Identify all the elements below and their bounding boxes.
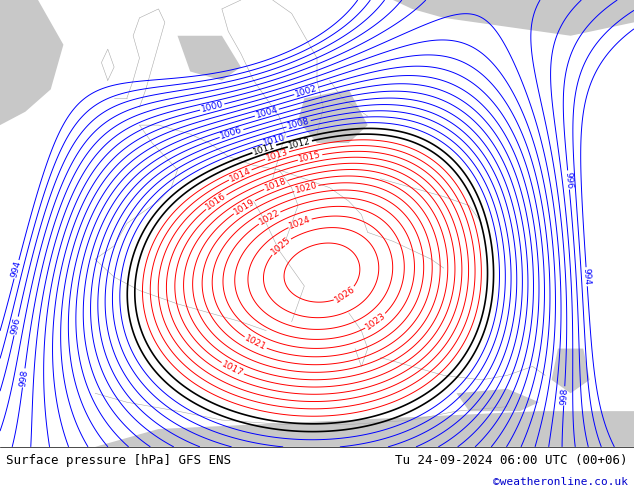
- Polygon shape: [393, 0, 634, 36]
- Text: 1019: 1019: [232, 197, 256, 217]
- Text: 996: 996: [563, 171, 574, 189]
- Text: 1004: 1004: [255, 105, 279, 120]
- Text: Surface pressure [hPa] GFS ENS: Surface pressure [hPa] GFS ENS: [6, 454, 231, 467]
- Text: 998: 998: [559, 387, 569, 405]
- Text: 994: 994: [10, 260, 23, 279]
- Polygon shape: [456, 389, 539, 411]
- Text: 1013: 1013: [264, 147, 289, 163]
- Text: 1008: 1008: [287, 117, 311, 131]
- Polygon shape: [0, 0, 63, 125]
- Text: ©weatheronline.co.uk: ©weatheronline.co.uk: [493, 477, 628, 487]
- Text: 1014: 1014: [228, 166, 252, 184]
- Text: Tu 24-09-2024 06:00 UTC (00+06): Tu 24-09-2024 06:00 UTC (00+06): [395, 454, 628, 467]
- Text: 1010: 1010: [262, 133, 287, 148]
- Text: 1024: 1024: [288, 215, 312, 231]
- Text: 1012: 1012: [288, 137, 312, 151]
- Text: 1020: 1020: [294, 181, 318, 195]
- Text: 1011: 1011: [252, 141, 276, 157]
- Text: 1017: 1017: [220, 360, 245, 378]
- Text: 1016: 1016: [204, 192, 228, 212]
- Polygon shape: [95, 411, 634, 447]
- Text: 1002: 1002: [294, 83, 318, 98]
- Text: 994: 994: [581, 268, 592, 286]
- Text: 1025: 1025: [269, 235, 292, 257]
- Text: 1021: 1021: [243, 334, 268, 352]
- Text: 1006: 1006: [219, 125, 244, 141]
- Text: 996: 996: [10, 317, 22, 335]
- Text: 998: 998: [18, 369, 29, 387]
- Polygon shape: [552, 348, 590, 393]
- Text: 1015: 1015: [298, 150, 322, 164]
- Polygon shape: [298, 89, 368, 143]
- Text: 1000: 1000: [200, 100, 224, 114]
- Text: 1022: 1022: [257, 208, 281, 227]
- Text: 1018: 1018: [263, 176, 288, 193]
- Text: 1023: 1023: [364, 311, 387, 332]
- Polygon shape: [178, 36, 241, 80]
- Text: 1026: 1026: [333, 285, 357, 305]
